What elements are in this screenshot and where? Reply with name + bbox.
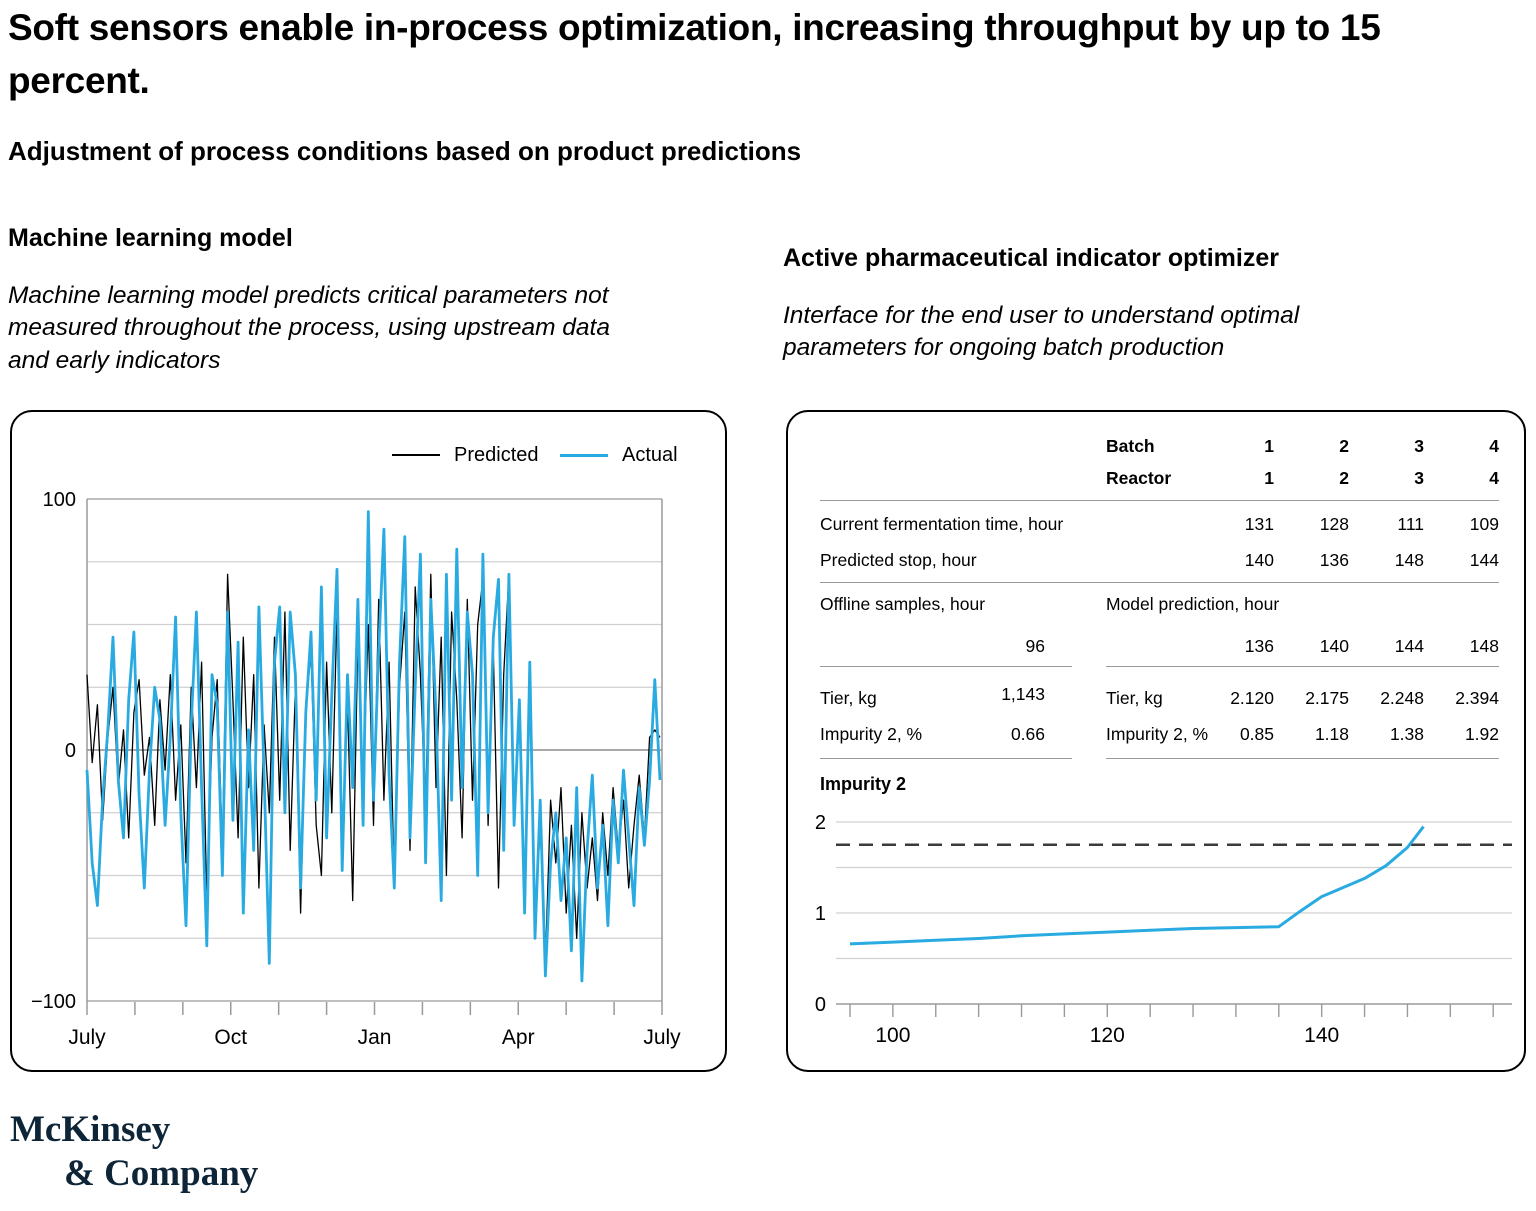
fermentation-value-1: 131 [1244, 514, 1274, 534]
reactor-header-label: Reactor [1106, 468, 1172, 488]
impurity-chart-title: Impurity 2 [820, 774, 907, 794]
svg-text:Apr: Apr [502, 1026, 535, 1049]
reactor-value-2: 2 [1339, 468, 1349, 488]
offline-impurity-value: 0.66 [1010, 724, 1045, 744]
svg-text:Jan: Jan [358, 1026, 392, 1049]
reactor-value-1: 1 [1264, 468, 1274, 488]
predicted-stop-value-3: 148 [1394, 550, 1424, 570]
offline-tier-label: Tier, kg [820, 688, 877, 708]
reactor-value-3: 3 [1414, 468, 1424, 488]
model-tier-1: 2.120 [1230, 688, 1274, 708]
chart-legend: Predicted Actual [12, 444, 725, 468]
optimizer-panel: Batch 1 2 3 4 Reactor 1 2 3 4 Current fe… [786, 410, 1526, 1072]
model-tier-4: 2.394 [1455, 688, 1499, 708]
batch-value-3: 3 [1414, 436, 1424, 456]
svg-text:0: 0 [815, 994, 826, 1016]
svg-text:July: July [643, 1026, 681, 1049]
mckinsey-logo: McKinsey & Company [10, 1108, 258, 1195]
svg-text:July: July [68, 1026, 106, 1049]
model-impurity-1: 0.85 [1239, 724, 1274, 744]
right-section-heading: Active pharmaceutical indicator optimize… [783, 244, 1279, 272]
model-impurity-2: 1.18 [1314, 724, 1349, 744]
impurity-chart-svg: 0 1 2 100 120 140 [815, 812, 1512, 1047]
model-impurity-3: 1.38 [1389, 724, 1424, 744]
svg-text:1: 1 [815, 903, 826, 925]
model-hour-3: 144 [1394, 636, 1424, 656]
logo-line-2: & Company [64, 1152, 259, 1194]
model-tier-2: 2.175 [1305, 688, 1349, 708]
model-prediction-heading: Model prediction, hour [1106, 594, 1280, 614]
svg-text:140: 140 [1304, 1024, 1339, 1047]
svg-text:120: 120 [1090, 1024, 1125, 1047]
fermentation-value-3: 111 [1397, 514, 1424, 534]
offline-tier-value: 1,143 [1001, 684, 1045, 704]
model-tier-label: Tier, kg [1106, 688, 1163, 708]
svg-text:100: 100 [875, 1024, 910, 1047]
reactor-value-4: 4 [1489, 468, 1499, 488]
model-tier-3: 2.248 [1380, 688, 1424, 708]
batch-header-label: Batch [1106, 436, 1155, 456]
left-section-description: Machine learning model predicts critical… [8, 282, 610, 374]
page-title: Soft sensors enable in-process optimizat… [8, 7, 1381, 101]
fermentation-value-2: 128 [1319, 514, 1349, 534]
predicted-stop-value-1: 140 [1244, 550, 1274, 570]
batch-value-4: 4 [1489, 436, 1499, 456]
ml-chart-panel: Predicted Actual 100 0 −100 July Oct Jan Apr Ju… [10, 410, 727, 1072]
page-subtitle: Adjustment of process conditions based o… [8, 136, 802, 166]
offline-impurity-label: Impurity 2, % [820, 724, 923, 744]
model-impurity-4: 1.92 [1464, 724, 1499, 744]
offline-hour-value: 96 [1025, 636, 1045, 656]
divider [820, 582, 1499, 583]
predicted-line-swatch [392, 454, 440, 456]
divider [1106, 758, 1499, 759]
model-hour-1: 136 [1244, 636, 1274, 656]
model-hour-2: 140 [1319, 636, 1349, 656]
predicted-stop-value-4: 144 [1469, 550, 1499, 570]
divider [820, 500, 1499, 501]
logo-line-1: McKinsey [10, 1109, 171, 1150]
ml-chart-svg: 100 0 −100 July Oct Jan Apr July [31, 489, 681, 1049]
row-predicted-stop-label: Predicted stop, hour [820, 550, 977, 570]
fermentation-value-4: 109 [1469, 514, 1499, 534]
left-section-heading: Machine learning model [8, 224, 293, 252]
divider [1106, 666, 1499, 667]
legend-predicted-label: Predicted [454, 444, 539, 466]
divider [820, 666, 1072, 667]
actual-line-swatch [560, 454, 608, 457]
svg-text:−100: −100 [31, 991, 76, 1013]
batch-value-2: 2 [1339, 436, 1349, 456]
right-section-description: Interface for the end user to understand… [783, 302, 1300, 362]
svg-text:0: 0 [65, 740, 76, 762]
divider [820, 758, 1072, 759]
model-impurity-label: Impurity 2, % [1106, 724, 1209, 744]
offline-samples-heading: Offline samples, hour [820, 594, 986, 614]
predicted-stop-value-2: 136 [1319, 550, 1349, 570]
svg-text:100: 100 [43, 489, 76, 511]
svg-text:2: 2 [815, 812, 826, 834]
row-fermentation-label: Current fermentation time, hour [820, 514, 1064, 534]
model-hour-4: 148 [1469, 636, 1499, 656]
batch-value-1: 1 [1264, 436, 1274, 456]
legend-actual-label: Actual [622, 444, 678, 466]
svg-text:Oct: Oct [214, 1026, 247, 1049]
